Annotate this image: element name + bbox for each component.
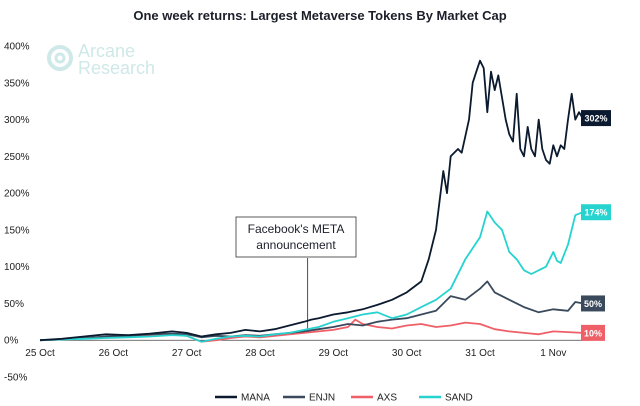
legend-label: MANA — [241, 393, 270, 404]
x-tick-label: 25 Oct — [25, 348, 55, 359]
logo-line2: Research — [78, 58, 155, 78]
end-label-box — [581, 204, 611, 221]
legend-item-enjn: ENJN — [283, 393, 335, 404]
end-label-box — [581, 295, 605, 312]
end-label-enjn: 50% — [581, 295, 605, 312]
legend: MANA ENJN AXS SAND — [215, 393, 473, 404]
y-tick-label: 400% — [4, 42, 30, 53]
x-tick-label: 26 Oct — [99, 348, 129, 359]
annotation-box — [235, 216, 357, 258]
series-lines — [39, 59, 584, 343]
y-tick-label: 300% — [4, 115, 30, 126]
y-tick-label: 100% — [4, 262, 30, 273]
x-tick-label: 31 Oct — [465, 348, 495, 359]
y-tick-label: 200% — [4, 189, 30, 200]
y-axis: -50% 0% 50% 100% 150% 200% 250% 300% 350% 400% — [4, 42, 30, 384]
series-line-sand — [39, 210, 584, 343]
y-tick-label: 350% — [4, 78, 30, 89]
end-label-mana: 302% — [581, 110, 611, 127]
end-labels: 302% 50% 10% 174% — [581, 110, 611, 341]
series-line-mana — [39, 59, 584, 342]
arcane-research-logo: Arcane Research — [47, 41, 155, 78]
x-axis: 25 Oct 26 Oct 27 Oct 28 Oct 29 Oct 30 Oct 31 O… — [25, 348, 566, 359]
annotation: Facebook's META announcement — [235, 216, 357, 331]
y-tick-label: -50% — [4, 373, 27, 384]
end-label-sand: 174% — [581, 204, 611, 221]
legend-label: AXS — [377, 393, 397, 404]
x-tick-label: 30 Oct — [392, 348, 422, 359]
y-tick-label: 150% — [4, 225, 30, 236]
legend-label: ENJN — [309, 393, 335, 404]
end-label-text: 10% — [584, 328, 602, 338]
legend-item-sand: SAND — [419, 393, 473, 404]
y-tick-label: 250% — [4, 152, 30, 163]
end-label-text: 174% — [584, 208, 607, 218]
annotation-line2: announcement — [256, 238, 336, 252]
end-label-text: 50% — [584, 299, 602, 309]
legend-label: SAND — [445, 393, 473, 404]
x-tick-label: 29 Oct — [319, 348, 349, 359]
x-tick-label: 1 Nov — [540, 348, 566, 359]
y-tick-label: 50% — [4, 299, 24, 310]
end-label-axs: 10% — [581, 324, 605, 341]
logo-line1: Arcane — [78, 41, 135, 61]
annotation-line1: Facebook's META — [248, 222, 345, 236]
end-label-text: 302% — [584, 114, 607, 124]
chart-title: One week returns: Largest Metaverse Toke… — [133, 8, 506, 23]
y-tick-label: 0% — [4, 336, 19, 347]
x-tick-label: 27 Oct — [172, 348, 202, 359]
end-label-box — [581, 110, 611, 127]
end-label-box — [581, 324, 605, 341]
legend-item-mana: MANA — [215, 393, 270, 404]
legend-item-axs: AXS — [351, 393, 397, 404]
x-tick-label: 28 Oct — [245, 348, 275, 359]
series-line-enjn — [39, 280, 583, 342]
